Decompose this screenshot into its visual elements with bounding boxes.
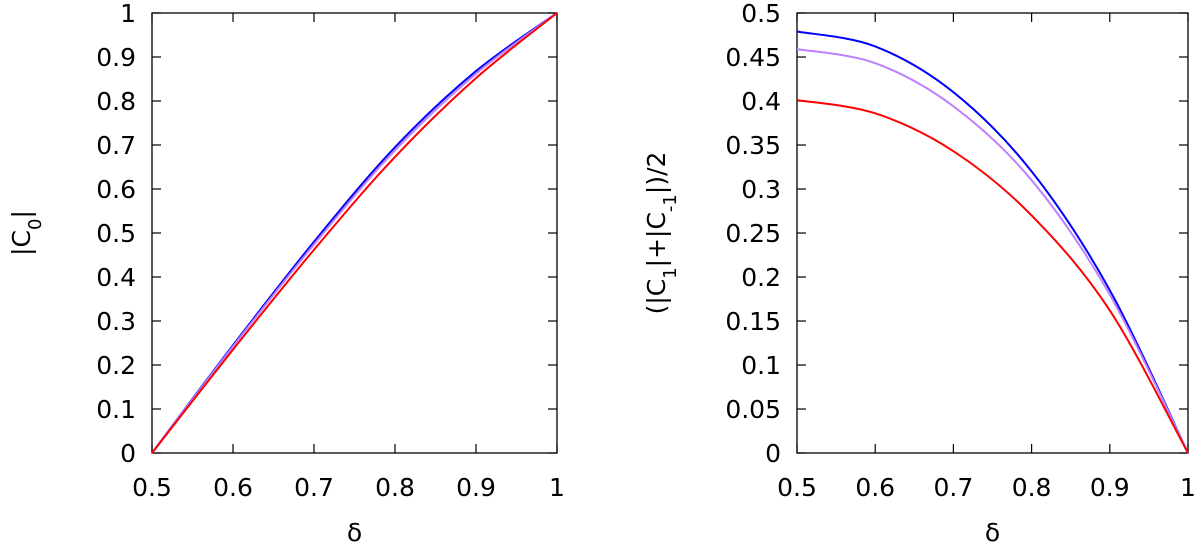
y-tick-label: 0.05 <box>725 395 781 424</box>
y-tick-label: 0.15 <box>725 307 781 336</box>
x-axis-label: δ <box>985 518 1000 547</box>
y-tick-label: 0.1 <box>96 395 136 424</box>
y-tick-label: 0 <box>765 439 781 468</box>
y-tick-label: 0.45 <box>725 43 781 72</box>
x-tick-label: 1 <box>1180 473 1196 502</box>
chart-panel-2: 0 0.05 0.1 0.15 0.2 0.25 0.3 0.35 0.4 0.45 0.5 0.5 0… <box>642 0 1196 547</box>
y-tick-label: 0.6 <box>96 175 136 204</box>
y-tick-label: 0 <box>120 439 136 468</box>
x-tick-label: 0.8 <box>1012 473 1052 502</box>
y-tick-label: 0.5 <box>741 0 781 28</box>
y-tick-label: 0.2 <box>741 263 781 292</box>
y-tick-label: 0.5 <box>96 219 136 248</box>
y-tick-label: 0.4 <box>741 87 781 116</box>
x-tick-label: 0.7 <box>934 473 974 502</box>
plot-frame <box>796 12 1189 454</box>
x-axis-label: δ <box>347 518 362 547</box>
y-tick-label: 0.3 <box>741 175 781 204</box>
y-tick-label: 0.4 <box>96 263 136 292</box>
y-tick-label: 0.25 <box>725 219 781 248</box>
y-tick-label: 0.35 <box>725 131 781 160</box>
y-tick-label: 0.2 <box>96 351 136 380</box>
x-tick-label: 0.5 <box>777 473 817 502</box>
y-axis-label: |C0| <box>7 210 46 256</box>
y-tick-label: 1 <box>120 0 136 28</box>
chart-panel-1: 0 0.1 0.2 0.3 0.4 0.5 0.6 0.7 0.8 0.9 1 0.5 0.6 0.7 0.… <box>7 0 565 547</box>
series-line <box>151 12 558 454</box>
y-axis-label: (|C1|+|C-1|)/2 <box>642 152 681 315</box>
series-line <box>796 99 1189 454</box>
y-tick-label: 0.9 <box>96 43 136 72</box>
y-tick-label: 0.1 <box>741 351 781 380</box>
series-line <box>151 12 558 454</box>
y-tick-label: 0.8 <box>96 87 136 116</box>
x-tick-label: 0.6 <box>213 473 253 502</box>
x-tick-label: 1 <box>549 473 565 502</box>
series-line <box>151 12 558 454</box>
y-tick-label: 0.3 <box>96 307 136 336</box>
series-line <box>796 48 1189 454</box>
x-tick-label: 0.5 <box>132 473 172 502</box>
x-tick-label: 0.9 <box>1090 473 1130 502</box>
y-tick-label: 0.7 <box>96 131 136 160</box>
x-tick-label: 0.9 <box>456 473 496 502</box>
x-tick-label: 0.8 <box>375 473 415 502</box>
plot-frame <box>151 12 558 454</box>
x-tick-label: 0.6 <box>855 473 895 502</box>
series-line <box>796 30 1189 454</box>
x-tick-label: 0.7 <box>294 473 334 502</box>
